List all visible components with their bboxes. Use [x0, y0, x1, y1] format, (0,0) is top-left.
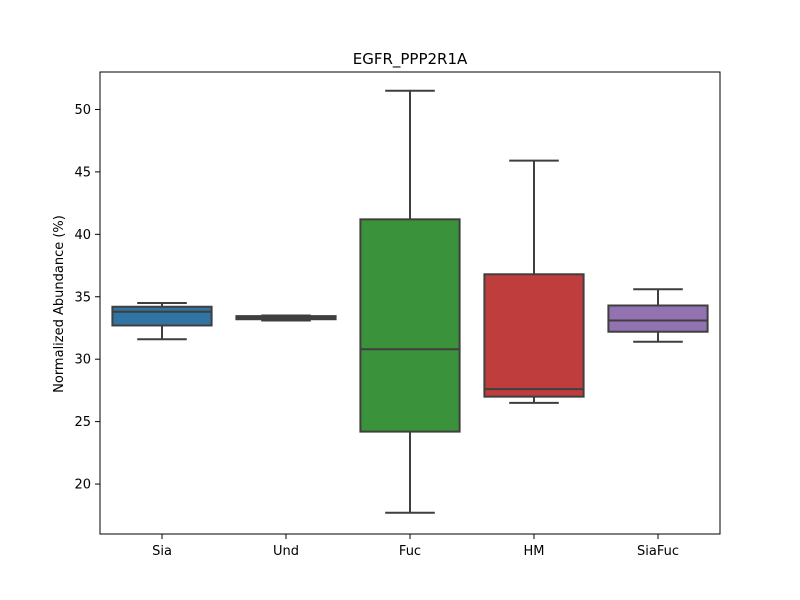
y-tick-label: 50 [74, 103, 91, 118]
y-tick-label: 45 [74, 165, 91, 180]
box-fuc [359, 89, 461, 514]
plot-frame [99, 71, 721, 535]
box-siafuc [607, 288, 709, 343]
iqr-box [607, 304, 709, 333]
box-und [235, 314, 337, 322]
x-tick-label: Fuc [399, 544, 421, 559]
x-tick-label: Sia [152, 544, 172, 559]
x-tick-label: HM [524, 544, 545, 559]
x-tick-label: SiaFuc [637, 544, 679, 559]
y-tick-label: 30 [74, 353, 91, 368]
iqr-box [111, 305, 213, 327]
box-sia [111, 302, 213, 341]
iqr-box [483, 273, 585, 398]
box-hm [483, 159, 585, 404]
y-tick-label: 35 [74, 290, 91, 305]
y-tick-label: 25 [74, 415, 91, 430]
y-tick-label: 40 [74, 228, 91, 243]
chart-title: EGFR_PPP2R1A [353, 50, 468, 69]
iqr-box [359, 218, 461, 433]
plot-area: 20 25 30 35 40 45 50 Sia Und Fuc HM SiaFuc [74, 89, 709, 559]
y-axis-title: Normalized Abundance (%) [52, 215, 67, 393]
y-tick-label: 20 [74, 478, 91, 493]
x-tick-label: Und [273, 544, 299, 559]
